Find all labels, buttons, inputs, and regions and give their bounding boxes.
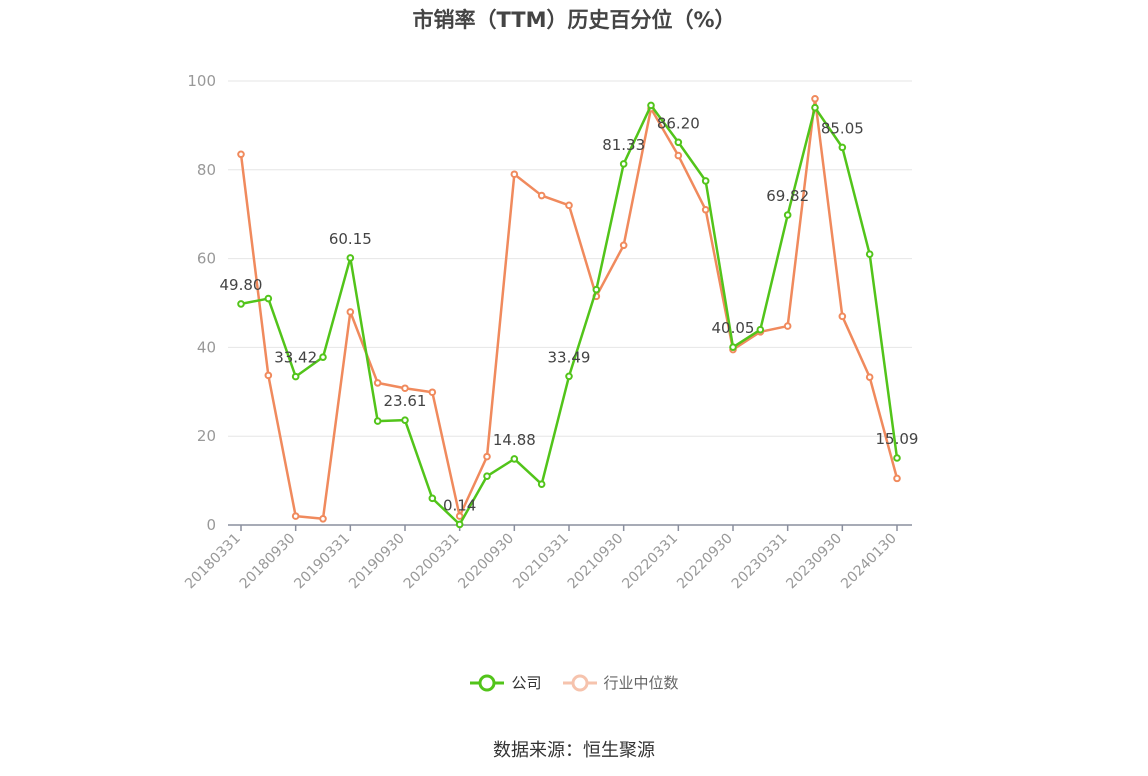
point-industry-median bbox=[674, 151, 683, 160]
legend-industry-marker-icon bbox=[562, 674, 597, 691]
legend-label-company: 公司 bbox=[511, 674, 542, 692]
y-tick-label: 60 bbox=[197, 250, 216, 268]
series-line-company bbox=[240, 104, 899, 526]
x-tick-label: 20180930 bbox=[237, 531, 299, 593]
x-tick-label: 20200930 bbox=[455, 531, 517, 593]
point-company bbox=[455, 520, 464, 529]
point-company bbox=[483, 472, 491, 480]
gridlines bbox=[228, 80, 912, 437]
series-lines bbox=[237, 94, 901, 529]
data-label: 40.05 bbox=[712, 319, 755, 337]
point-industry-median bbox=[291, 512, 300, 520]
legend-label-industry-median: 行业中位数 bbox=[603, 674, 679, 692]
legend-item-industry-median[interactable]: 行业中位数 bbox=[562, 672, 679, 693]
point-company bbox=[647, 101, 655, 110]
point-company bbox=[565, 372, 573, 381]
point-company bbox=[701, 177, 710, 185]
point-company bbox=[865, 250, 874, 258]
data-label: 86.20 bbox=[657, 114, 700, 132]
point-company bbox=[510, 455, 519, 463]
y-tick-label: 40 bbox=[197, 338, 216, 356]
x-tick-label: 20220930 bbox=[674, 531, 736, 593]
point-industry-median bbox=[373, 379, 382, 387]
data-label: 33.49 bbox=[548, 348, 591, 366]
data-label: 49.80 bbox=[220, 276, 263, 294]
data-label: 69.82 bbox=[766, 187, 809, 205]
point-company bbox=[319, 353, 327, 361]
point-company bbox=[619, 160, 628, 168]
x-tick-label: 20200331 bbox=[401, 531, 463, 593]
point-industry-median bbox=[428, 388, 437, 397]
line-chart: 0 20 40 60 80 100 2018033120180930201903312019… bbox=[182, 72, 919, 592]
x-tick-label: 20210331 bbox=[510, 531, 572, 593]
data-label: 33.42 bbox=[274, 349, 317, 367]
point-company bbox=[346, 254, 355, 262]
legend: 公司 行业中位数 bbox=[0, 672, 1148, 693]
data-label: 81.33 bbox=[602, 136, 645, 154]
point-industry-median bbox=[237, 150, 245, 159]
y-tick-label: 100 bbox=[187, 72, 216, 90]
axes: 0 20 40 60 80 100 2018033120180930201903312019… bbox=[182, 72, 912, 592]
point-company bbox=[401, 416, 409, 424]
point-industry-median bbox=[537, 191, 546, 200]
chart-title: 市销率（TTM）历史百分位（%） bbox=[412, 8, 736, 32]
data-label: 23.61 bbox=[384, 392, 427, 410]
point-industry-median bbox=[264, 371, 273, 380]
point-industry-median bbox=[319, 514, 327, 523]
point-industry-median bbox=[619, 241, 628, 250]
data-label: 14.88 bbox=[493, 431, 536, 449]
point-industry-median bbox=[783, 322, 792, 330]
point-company bbox=[373, 417, 382, 425]
point-company bbox=[291, 372, 300, 381]
data-label: 15.09 bbox=[876, 430, 919, 448]
point-industry-median bbox=[510, 170, 519, 179]
point-company bbox=[674, 138, 683, 147]
y-tick-label: 80 bbox=[197, 161, 216, 179]
x-tick-label: 20210930 bbox=[565, 531, 627, 593]
point-company bbox=[756, 325, 765, 334]
x-tick-label: 20230930 bbox=[783, 531, 845, 593]
point-company bbox=[237, 300, 245, 308]
point-company bbox=[783, 211, 792, 219]
point-industry-median bbox=[455, 512, 464, 520]
point-company bbox=[592, 285, 601, 294]
point-company bbox=[428, 494, 437, 503]
y-tick-label: 20 bbox=[197, 427, 216, 445]
data-source: 数据来源：恒生聚源 bbox=[493, 740, 655, 761]
point-company bbox=[811, 103, 819, 112]
point-company bbox=[537, 480, 546, 488]
point-company bbox=[264, 294, 273, 303]
point-industry-median bbox=[865, 373, 874, 381]
x-tick-label: 20220331 bbox=[619, 531, 681, 593]
point-company bbox=[729, 343, 737, 351]
point-company bbox=[893, 454, 901, 462]
point-company bbox=[838, 143, 847, 152]
y-tick-label: 0 bbox=[206, 516, 216, 534]
series-line-industry-median bbox=[239, 97, 899, 521]
data-labels: 49.80 33.42 60.15 23.61 0.14 14.88 33.49 81.33 8… bbox=[220, 114, 919, 514]
point-industry-median bbox=[401, 384, 409, 393]
point-industry-median bbox=[893, 474, 901, 483]
data-label: 60.15 bbox=[329, 230, 372, 248]
x-tick-label: 20180331 bbox=[182, 531, 244, 593]
legend-item-company[interactable]: 公司 bbox=[469, 672, 542, 693]
point-industry-median bbox=[346, 308, 355, 316]
point-industry-median bbox=[701, 205, 710, 214]
point-industry-median bbox=[811, 94, 819, 103]
point-industry-median bbox=[483, 452, 491, 461]
x-tick-label: 20230331 bbox=[729, 531, 791, 593]
point-industry-median bbox=[838, 312, 847, 321]
x-tick-label: 20190930 bbox=[346, 531, 408, 593]
x-tick-label: 20190331 bbox=[291, 531, 353, 593]
point-industry-median bbox=[565, 201, 573, 210]
data-label: 0.14 bbox=[443, 496, 476, 514]
x-tick-label: 20240130 bbox=[838, 531, 900, 593]
data-label: 85.05 bbox=[821, 119, 864, 137]
legend-company-marker-icon bbox=[470, 674, 505, 691]
